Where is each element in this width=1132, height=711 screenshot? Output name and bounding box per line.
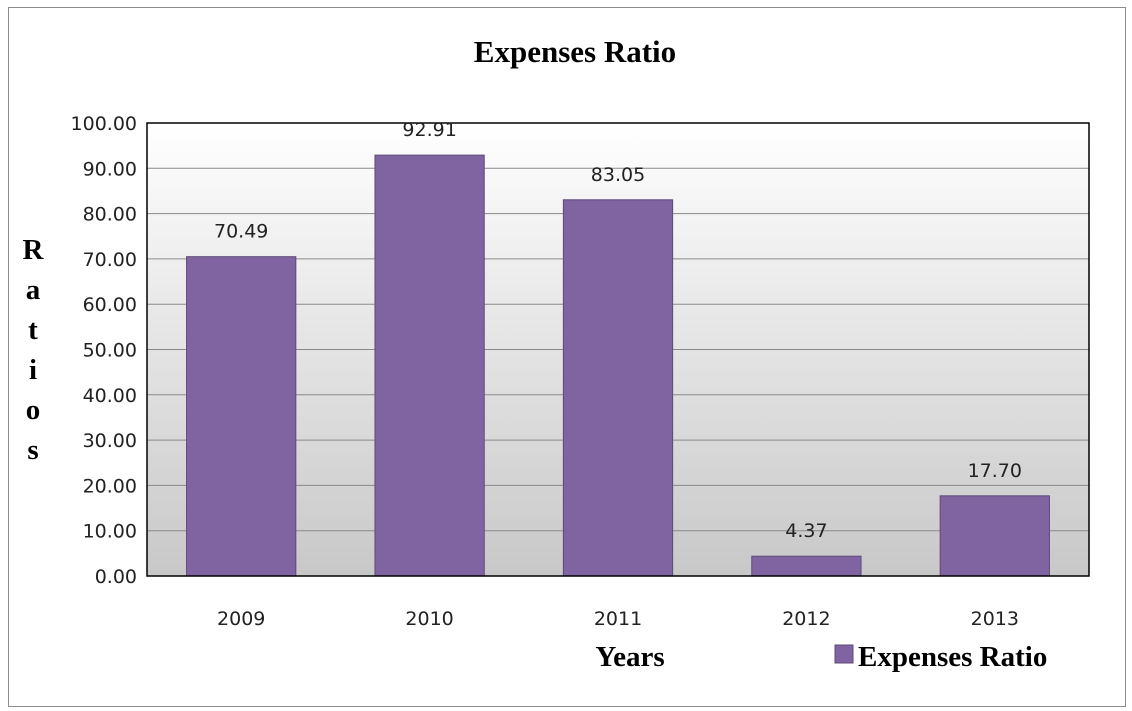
y-tick-label: 20.00 bbox=[83, 475, 137, 497]
data-labels: 70.49 92.91 83.05 4.37 17.70 bbox=[214, 119, 1022, 542]
chart-title: Expenses Ratio bbox=[474, 34, 676, 69]
y-tick-label: 70.00 bbox=[83, 249, 137, 271]
y-tick-label: 80.00 bbox=[83, 204, 137, 226]
data-label-2013: 17.70 bbox=[968, 460, 1022, 482]
y-tick-label: 0.00 bbox=[95, 566, 137, 588]
y-axis-ticks: 0.00 10.00 20.00 30.00 40.00 50.00 60.00 70.00 8… bbox=[71, 113, 137, 588]
x-tick-label: 2013 bbox=[971, 608, 1019, 630]
bars bbox=[186, 154, 1050, 577]
bar-2012 bbox=[751, 555, 862, 577]
y-tick-label: 100.00 bbox=[71, 113, 137, 135]
y-tick-label: 10.00 bbox=[83, 521, 137, 543]
x-tick-label: 2011 bbox=[594, 608, 642, 630]
legend: Expenses Ratio bbox=[834, 641, 1047, 673]
x-axis-ticks: 2009 2010 2011 2012 2013 bbox=[217, 608, 1019, 630]
y-tick-label: 30.00 bbox=[83, 430, 137, 452]
x-tick-label: 2009 bbox=[217, 608, 265, 630]
x-tick-label: 2012 bbox=[782, 608, 830, 630]
bar-2010 bbox=[374, 154, 485, 577]
data-label-2009: 70.49 bbox=[214, 221, 268, 243]
legend-swatch bbox=[834, 644, 854, 664]
bar-2013 bbox=[939, 495, 1050, 577]
y-tick-label: 90.00 bbox=[83, 158, 137, 180]
legend-label: Expenses Ratio bbox=[858, 641, 1047, 673]
bar-2011 bbox=[562, 199, 674, 577]
data-label-2011: 83.05 bbox=[591, 164, 645, 186]
x-axis-label: Years bbox=[595, 641, 664, 673]
plot-border bbox=[146, 122, 1090, 577]
data-label-2012: 4.37 bbox=[785, 520, 827, 542]
y-tick-label: 40.00 bbox=[83, 385, 137, 407]
x-tick-label: 2010 bbox=[405, 608, 453, 630]
data-label-2010: 92.91 bbox=[402, 119, 456, 141]
bar-2009 bbox=[186, 256, 297, 577]
y-tick-label: 50.00 bbox=[83, 340, 137, 362]
y-tick-label: 60.00 bbox=[83, 294, 137, 316]
